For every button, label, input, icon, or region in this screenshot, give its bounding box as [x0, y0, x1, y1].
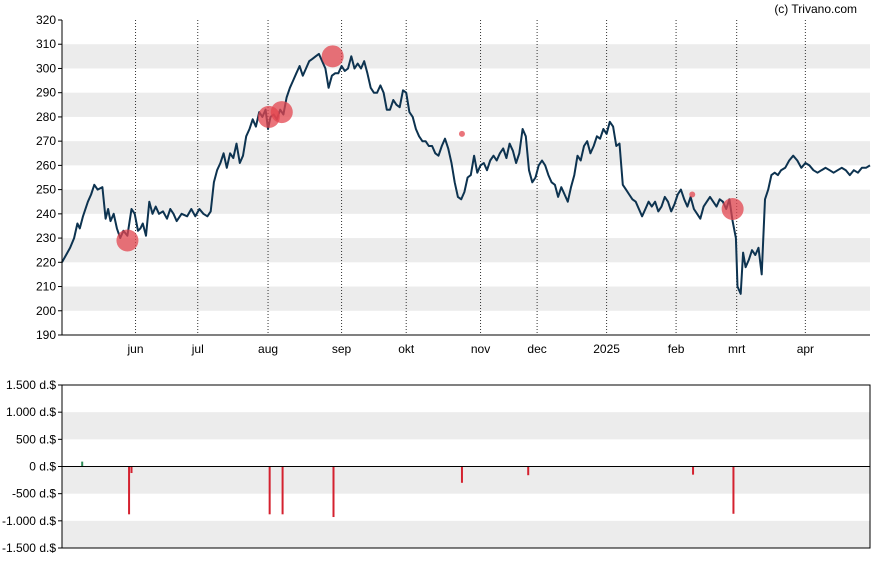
volume-y-tick-label: -500 d.$: [12, 487, 56, 501]
volume-y-tick-label: 0 d.$: [29, 460, 56, 474]
volume-y-tick-label: 500 d.$: [16, 432, 56, 446]
month-tick-label: 2025: [593, 342, 620, 356]
month-tick-label: aug: [258, 342, 278, 356]
volume-y-tick-label: -1.000 d.$: [2, 514, 56, 528]
volume-band: [62, 520, 870, 548]
price-y-tick-label: 300: [36, 61, 56, 75]
trade-marker: [721, 198, 744, 220]
price-y-tick-label: 230: [36, 231, 56, 245]
trade-marker: [321, 45, 344, 68]
price-y-tick-label: 320: [36, 13, 56, 27]
month-tick-label: jul: [191, 342, 204, 356]
price-band: [62, 92, 870, 117]
month-tick-label: okt: [398, 342, 415, 356]
volume-y-tick-label: 1.000 d.$: [6, 405, 56, 419]
month-tick-label: feb: [668, 342, 685, 356]
price-band: [62, 286, 870, 311]
price-y-tick-label: 240: [36, 207, 56, 221]
volume-y-tick-label: -1.500 d.$: [2, 541, 56, 555]
month-tick-label: jun: [127, 342, 144, 356]
price-y-tick-label: 310: [36, 37, 56, 51]
price-band: [62, 189, 870, 214]
month-tick-label: mrt: [728, 342, 746, 356]
price-y-tick-label: 260: [36, 158, 56, 172]
credit-text: (c) Trivano.com: [774, 2, 857, 16]
volume-panel-bars: [81, 461, 735, 518]
price-y-tick-label: 290: [36, 86, 56, 100]
price-y-tick-label: 190: [36, 328, 56, 342]
volume-panel-axes: 1.500 d.$ 1.000 d.$ 500 d.$ 0 d.$ -500 d.$ -1…: [2, 378, 871, 555]
price-band: [62, 44, 870, 69]
price-y-tick-label: 220: [36, 255, 56, 269]
trade-marker: [689, 191, 696, 198]
month-tick-label: dec: [527, 342, 546, 356]
month-tick-label: apr: [797, 342, 814, 356]
trade-marker: [116, 229, 139, 252]
price-y-tick-label: 250: [36, 183, 56, 197]
price-y-tick-label: 270: [36, 134, 56, 148]
price-panel-markers: [116, 45, 744, 252]
price-y-tick-label: 200: [36, 304, 56, 318]
trade-marker: [270, 101, 293, 124]
volume-panel-bands: [62, 412, 870, 548]
volume-band: [62, 466, 870, 494]
price-panel-axes: jun jul aug sep okt nov dec 2025 feb mrt apr 190 200…: [36, 13, 870, 356]
volume-y-tick-label: 1.500 d.$: [6, 378, 56, 392]
price-y-tick-label: 280: [36, 110, 56, 124]
volume-band: [62, 412, 870, 440]
price-panel-bands: [62, 44, 870, 311]
trade-marker: [458, 130, 465, 137]
month-tick-label: sep: [332, 342, 352, 356]
price-band: [62, 141, 870, 166]
month-tick-label: nov: [471, 342, 490, 356]
price-y-tick-label: 210: [36, 280, 56, 294]
